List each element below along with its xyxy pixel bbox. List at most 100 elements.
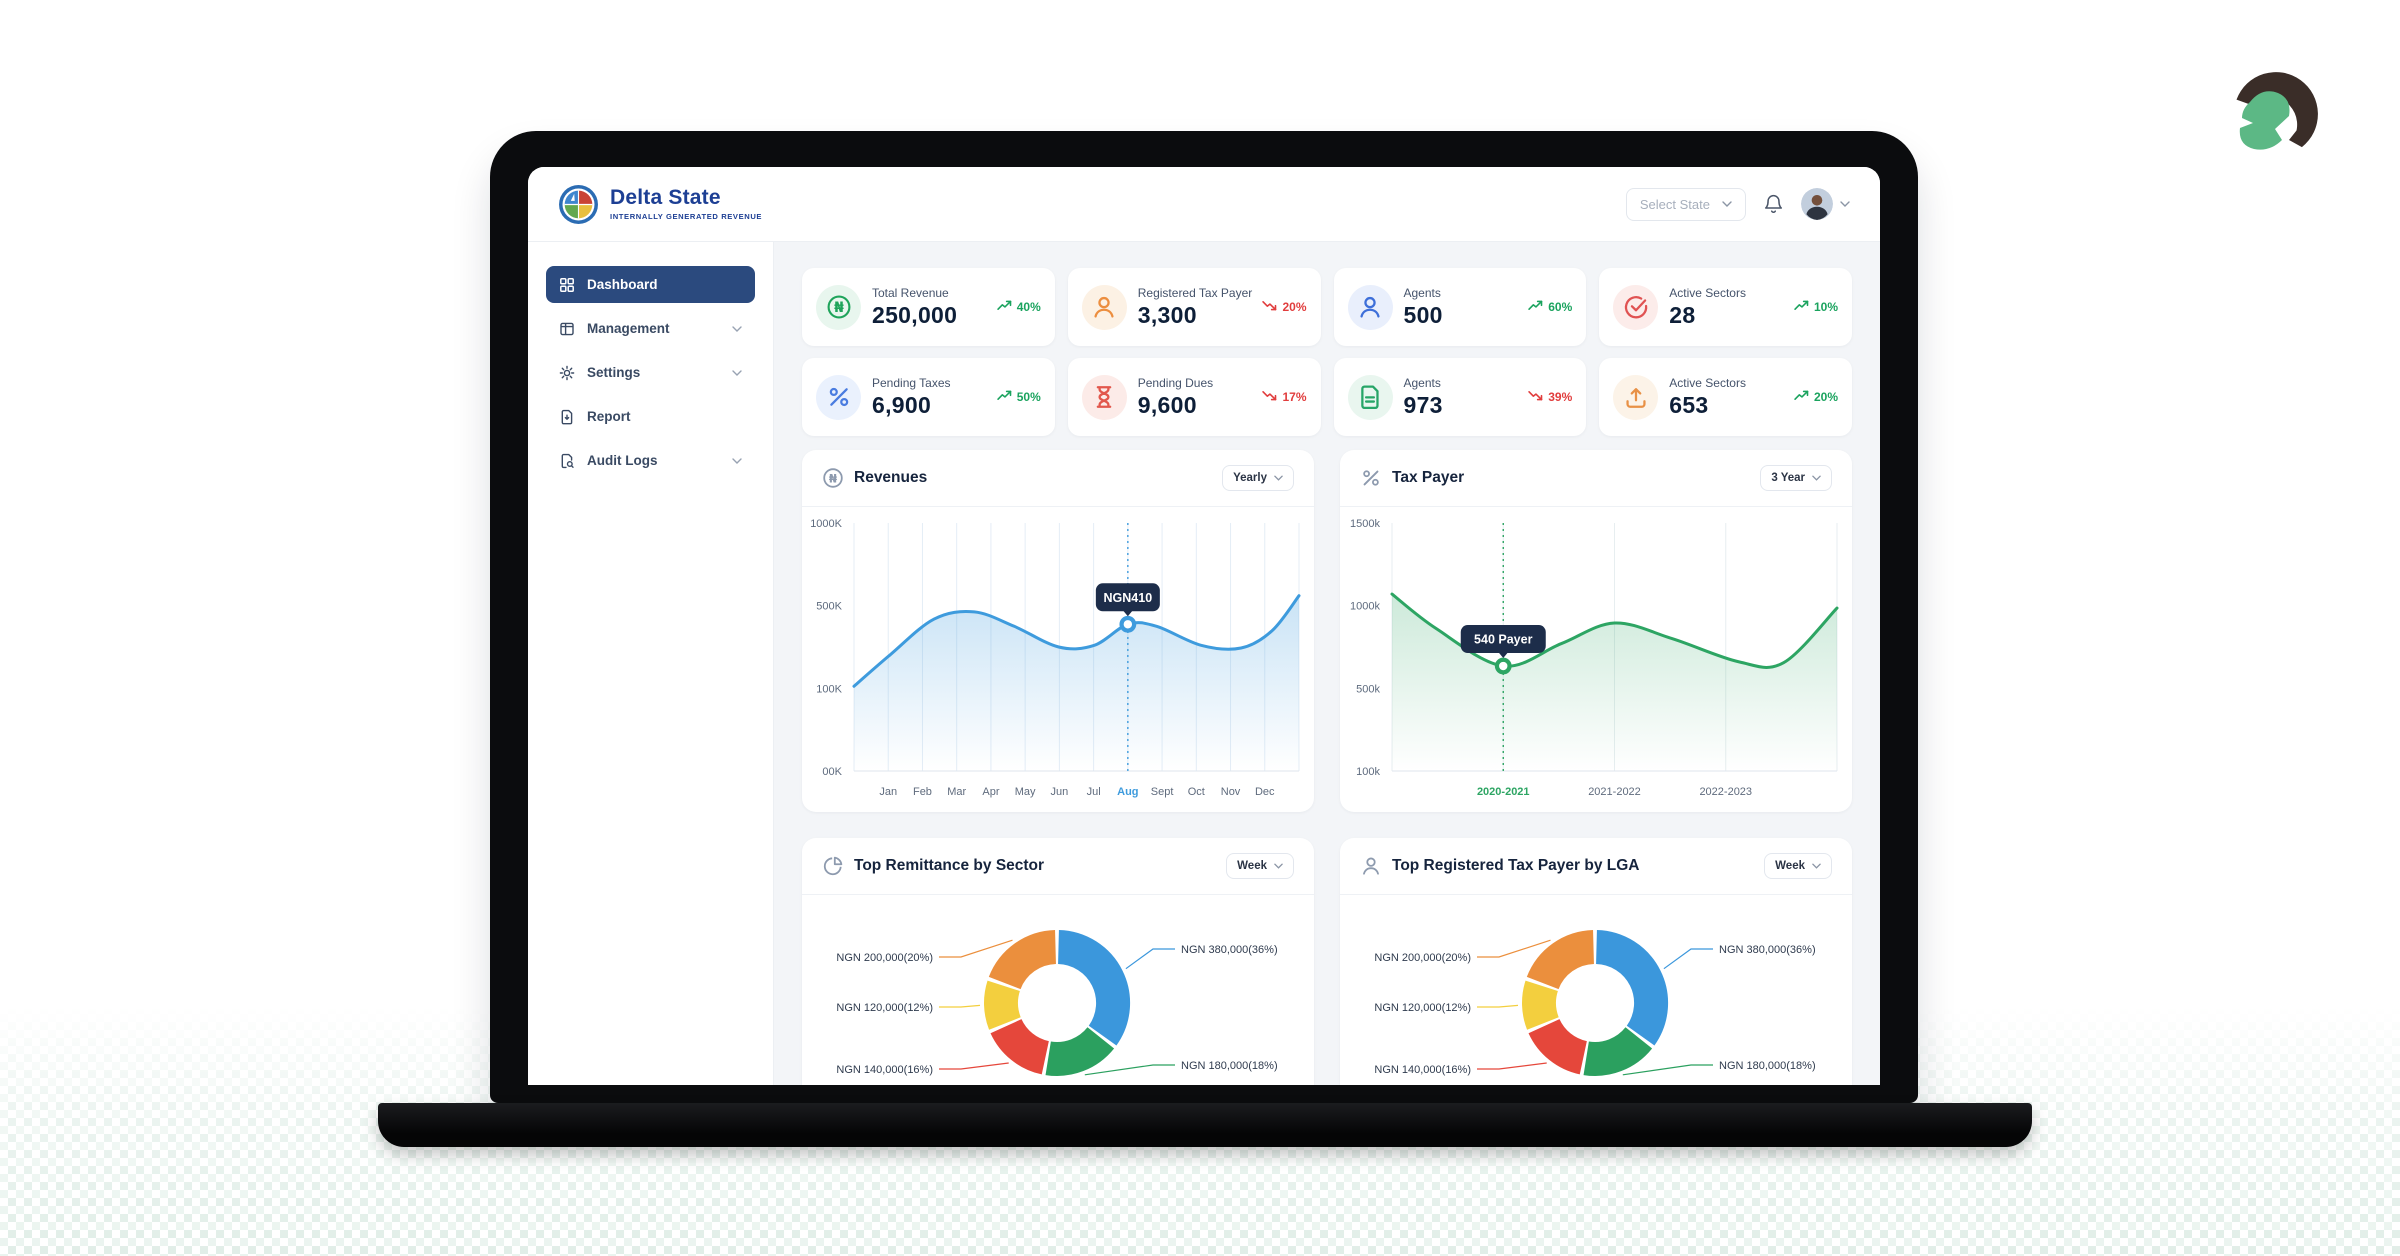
trend-down-icon <box>1262 300 1277 314</box>
trend-up-icon <box>1794 390 1809 404</box>
line-charts-row: ₦ Revenues Yearly 00K 100K 500K 1000K Jan Feb… <box>802 450 1852 812</box>
y-tick-label: 00K <box>822 766 842 778</box>
donut-label-connector <box>939 939 1013 958</box>
trend-up-icon <box>1528 300 1543 314</box>
donut-slice-4 <box>988 930 1057 990</box>
x-tick-label: 2020-2021 <box>1477 786 1530 798</box>
sidebar-item-report[interactable]: Report <box>546 398 755 435</box>
stat-value: 653 <box>1669 391 1709 418</box>
remittance-donut-chart: NGN 380,000(36%) NGN 180,000(18%) NGN 140,… <box>802 895 1314 1085</box>
lga-donut-chart: NGN 380,000(36%) NGN 180,000(18%) NGN 140,… <box>1340 895 1852 1085</box>
stat-value: 3,300 <box>1137 301 1197 328</box>
stat-card-registered-tax-payer-1: Registered Tax Payer 3,300 20% <box>1067 268 1321 346</box>
trend-down-icon <box>1528 390 1543 404</box>
percent-icon <box>1360 467 1382 489</box>
x-tick-label: Nov <box>1221 786 1241 798</box>
taxpayer-period-select[interactable]: 3 Year <box>1760 465 1832 491</box>
sidebar-item-dashboard[interactable]: Dashboard <box>546 266 755 303</box>
notification-bell-icon[interactable] <box>1764 194 1783 214</box>
chevron-down-icon <box>1274 475 1283 481</box>
y-tick-label: 500K <box>816 601 842 613</box>
sidebar-item-settings[interactable]: Settings <box>546 354 755 391</box>
audit-icon <box>559 453 575 469</box>
highlight-point <box>1119 615 1137 633</box>
check-icon <box>1613 284 1659 330</box>
x-tick-label: May <box>1015 786 1036 798</box>
stat-card-agents-6: Agents 973 39% <box>1333 358 1587 436</box>
donut-slice-label: NGN 140,000(16%) <box>836 1064 933 1076</box>
donut-label-connector <box>1477 1004 1519 1008</box>
stat-label: Active Sectors <box>1669 285 1746 300</box>
remittance-panel: Top Remittance by Sector Week NGN 380,00… <box>802 838 1314 1085</box>
laptop-base <box>378 1103 2032 1147</box>
donut-label-connector <box>1125 948 1175 970</box>
donut-slice-label: NGN 380,000(36%) <box>1181 944 1278 956</box>
upload-icon <box>1613 374 1659 420</box>
trend-up-icon <box>996 300 1012 314</box>
trend-up-icon <box>1794 300 1809 314</box>
report-icon <box>559 409 575 425</box>
stat-card-pending-dues-5: Pending Dues 9,600 17% <box>1067 358 1321 436</box>
donut-slice-1 <box>1583 1026 1653 1076</box>
stat-label: Total Revenue <box>872 285 949 300</box>
lga-period-select[interactable]: Week <box>1764 853 1832 879</box>
donut-label-connector <box>1663 948 1713 970</box>
sidebar-item-management[interactable]: Management <box>546 310 755 347</box>
x-tick-label: Jun <box>1051 786 1069 798</box>
stat-value: 28 <box>1669 301 1696 328</box>
y-tick-label: 100K <box>816 683 842 695</box>
sidebar-item-label: Management <box>587 321 670 336</box>
taxpayer-line-chart: 100k 500k 1000k 1500k 2020-2021 2021-2022 2022… <box>1340 507 1852 812</box>
x-tick-label: Feb <box>913 786 932 798</box>
user-menu[interactable] <box>1801 188 1850 220</box>
pie-chart-icon <box>822 855 844 877</box>
highlight-point <box>1494 657 1512 675</box>
x-tick-label: Jul <box>1087 786 1101 798</box>
sidebar-item-label: Audit Logs <box>587 453 658 468</box>
chevron-down-icon <box>1840 201 1850 207</box>
sidebar-nav: Dashboard Management Settings Report Audit L… <box>528 242 774 1085</box>
hourglass-icon <box>1081 374 1127 420</box>
donut-slice-0 <box>1057 930 1131 1046</box>
sidebar-item-audit-logs[interactable]: Audit Logs <box>546 442 755 479</box>
stat-trend-value: 20% <box>1813 390 1838 404</box>
trend-up-icon <box>996 390 1012 404</box>
panel-title: Top Registered Tax Payer by LGA <box>1392 857 1640 874</box>
x-tick-label: Dec <box>1255 786 1275 798</box>
donut-label-connector <box>939 1062 1009 1070</box>
stat-trend-value: 40% <box>1016 300 1041 314</box>
donut-slice-label: NGN 180,000(18%) <box>1719 1060 1816 1072</box>
x-tick-label: 2022-2023 <box>1699 786 1752 798</box>
svg-text:₦: ₦ <box>834 300 844 316</box>
chevron-down-icon <box>1274 863 1283 869</box>
donut-slice-4 <box>1526 930 1595 990</box>
brand: Delta State INTERNALLY GENERATED REVENUE <box>558 184 762 225</box>
top-header: Delta State INTERNALLY GENERATED REVENUE… <box>528 167 1880 242</box>
person-icon <box>1347 284 1393 330</box>
donut-slice-2 <box>1528 1018 1588 1075</box>
stats-grid: ₦ Total Revenue 250,000 40% Registered Tax P… <box>802 268 1852 436</box>
sidebar-item-label: Report <box>587 409 631 424</box>
remittance-period-select[interactable]: Week <box>1226 853 1294 879</box>
stat-card-total-revenue-0: ₦ Total Revenue 250,000 40% <box>802 268 1055 346</box>
stat-card-agents-2: Agents 500 60% <box>1333 268 1587 346</box>
dashboard-icon <box>559 277 575 293</box>
brand-title: Delta State <box>610 186 721 210</box>
user-avatar[interactable] <box>1801 188 1833 220</box>
panel-title: Revenues <box>854 469 928 486</box>
stat-label: Pending Taxes <box>872 375 951 390</box>
revenues-line <box>852 594 1301 688</box>
chevron-down-icon <box>732 457 742 464</box>
helmet-face-shape <box>2239 91 2290 150</box>
y-tick-label: 500k <box>1356 683 1380 695</box>
tooltip-pointer <box>1498 652 1509 659</box>
percent-icon <box>816 374 861 420</box>
dashboard-screen: Delta State INTERNALLY GENERATED REVENUE… <box>528 167 1880 1085</box>
select-state-dropdown[interactable]: Select State <box>1625 187 1746 221</box>
main-content: ₦ Total Revenue 250,000 40% Registered Tax P… <box>774 242 1880 1085</box>
stat-value: 250,000 <box>872 301 958 328</box>
revenues-period-select[interactable]: Yearly <box>1222 465 1294 491</box>
donut-slice-label: NGN 180,000(18%) <box>1181 1060 1278 1072</box>
chevron-down-icon <box>1812 863 1821 869</box>
stat-label: Agents <box>1403 285 1441 300</box>
